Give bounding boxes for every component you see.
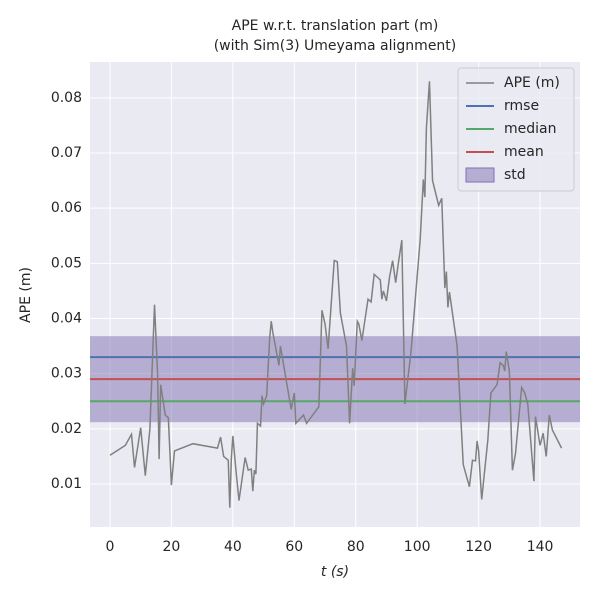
y-axis-label: APE (m) xyxy=(18,267,34,323)
x-tick-label: 40 xyxy=(224,539,242,555)
y-tick-label: 0.01 xyxy=(51,476,82,492)
x-tick-label: 140 xyxy=(527,539,554,555)
legend-swatch xyxy=(465,167,495,183)
x-tick-label: 20 xyxy=(162,539,180,555)
legend-box xyxy=(457,67,575,192)
legend-label: mean xyxy=(504,144,544,160)
chart-title: APE w.r.t. translation part (m) xyxy=(232,18,439,34)
x-tick-label: 100 xyxy=(404,539,431,555)
y-tick-label: 0.08 xyxy=(51,90,82,106)
x-tick-label: 80 xyxy=(347,539,365,555)
chart-subtitle: (with Sim(3) Umeyama alignment) xyxy=(214,38,457,54)
x-tick-label: 60 xyxy=(285,539,303,555)
y-tick-label: 0.05 xyxy=(51,255,82,271)
y-tick-label: 0.03 xyxy=(51,366,82,382)
x-axis-label: t (s) xyxy=(321,564,349,580)
x-tick-label: 120 xyxy=(465,539,492,555)
y-tick-label: 0.04 xyxy=(51,310,82,326)
ape-line xyxy=(109,81,563,508)
legend-label: median xyxy=(504,121,556,137)
legend-label: rmse xyxy=(504,98,539,114)
y-tick-label: 0.07 xyxy=(51,145,82,161)
y-tick-label: 0.02 xyxy=(51,421,82,437)
x-tick-label: 0 xyxy=(106,539,115,555)
legend-label: std xyxy=(504,167,526,183)
legend-label: APE (m) xyxy=(504,75,560,91)
y-tick-label: 0.06 xyxy=(51,200,82,216)
